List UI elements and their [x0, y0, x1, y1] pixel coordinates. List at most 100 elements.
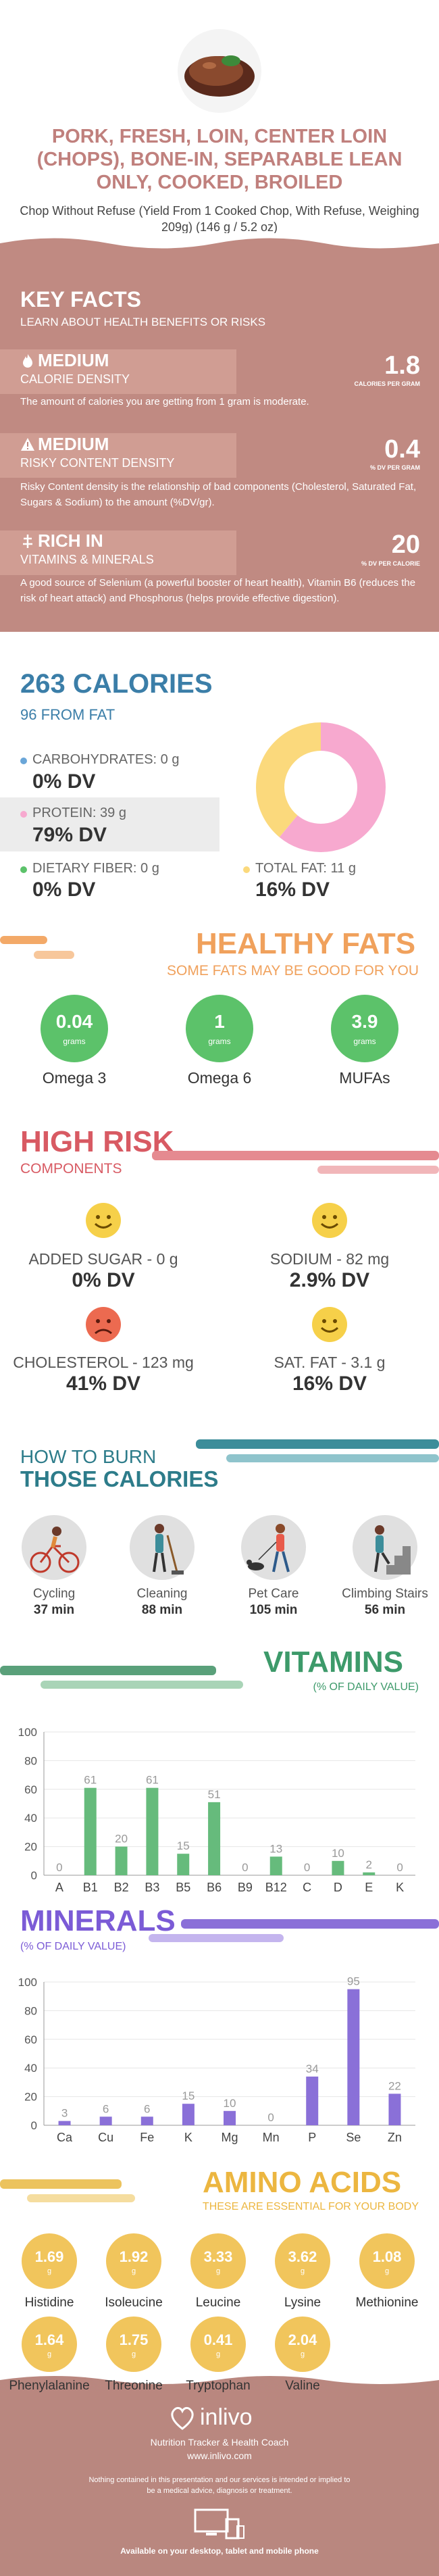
amino-badge-tryptophan: 0.41 g	[190, 2317, 246, 2372]
amino-value: 1.69	[34, 2248, 64, 2265]
header: PORK, FRESH, LOIN, CENTER LOIN (CHOPS), …	[0, 0, 439, 234]
footer-url[interactable]: www.inlivo.com	[187, 2450, 252, 2461]
fat-label: TOTAL FAT: 11 g	[255, 861, 356, 876]
cleaning-minutes: 88 min	[141, 1603, 183, 1617]
x-tick-label: B2	[114, 1881, 129, 1894]
decor-bar	[181, 1919, 439, 1929]
bar-B12	[269, 1856, 282, 1875]
bar-value-label: 2	[366, 1858, 372, 1871]
y-tick-label: 40	[24, 1812, 37, 1825]
cholesterol-dv: 41% DV	[66, 1372, 141, 1395]
protein-dv: 79% DV	[32, 824, 107, 846]
x-tick-label: Mn	[263, 2131, 280, 2144]
high-risk-heading: HIGH RISK	[20, 1125, 174, 1158]
nutrition-icon	[23, 535, 32, 548]
bar-B3	[146, 1787, 159, 1875]
fact-value: 0.4	[384, 435, 420, 464]
amino-label: Threonine	[105, 2379, 163, 2393]
decor-bar	[152, 1151, 439, 1160]
cycling-minutes: 37 min	[33, 1603, 75, 1617]
bar-Ca	[58, 2121, 71, 2125]
y-tick-label: 60	[24, 2033, 37, 2046]
protein-dot	[20, 811, 27, 818]
bar-value-label: 34	[306, 2062, 319, 2075]
x-tick-label: B6	[207, 1881, 222, 1894]
amino-label: Histidine	[24, 2296, 74, 2310]
fact-level: MEDIUM	[38, 434, 109, 454]
heart-logo-icon	[171, 2406, 194, 2430]
bar-B2	[115, 1846, 128, 1875]
decor-bar	[41, 1681, 243, 1689]
decor-bar	[34, 951, 74, 959]
amino-label: Methionine	[355, 2296, 419, 2310]
bar-Zn	[388, 2094, 401, 2125]
cholesterol-label: CHOLESTEROL - 123 mg	[13, 1354, 194, 1371]
protein-highlight	[0, 797, 220, 851]
page-title: PORK, FRESH, LOIN, CENTER LOIN (CHOPS), …	[36, 126, 403, 193]
fact-unit: % DV PER CALORIE	[361, 560, 420, 567]
amino-badge-phenylalanine: 1.64 g	[22, 2317, 77, 2372]
amino-unit: g	[47, 2350, 52, 2358]
wave-divider	[0, 2372, 439, 2384]
bar-value-label: 3	[61, 2107, 68, 2120]
bar-B6	[208, 1802, 221, 1875]
omega6-label: Omega 6	[187, 1069, 252, 1087]
x-tick-label: B9	[238, 1881, 253, 1894]
decor-bar	[0, 936, 47, 944]
bar-B1	[84, 1787, 97, 1875]
amino-badge-histidine: 1.69 g	[22, 2233, 77, 2289]
fiber-label: DIETARY FIBER: 0 g	[32, 861, 159, 876]
x-tick-label: B12	[265, 1881, 287, 1894]
fact-unit: % DV PER GRAM	[369, 464, 420, 471]
food-photo	[178, 29, 261, 113]
bar-value-label: 6	[103, 2102, 109, 2115]
bar-value-label: 0	[304, 1861, 310, 1874]
amino-label: Isoleucine	[105, 2296, 163, 2310]
burn-heading-1: HOW TO BURN	[20, 1446, 157, 1467]
bar-D	[332, 1860, 344, 1875]
fact-name: CALORIE DENSITY	[20, 372, 130, 386]
bar-Se	[347, 1989, 360, 2125]
amino-value: 3.33	[203, 2248, 233, 2265]
x-tick-label: B1	[83, 1881, 98, 1894]
y-tick-label: 80	[24, 2004, 37, 2017]
amino-badge-methionine: 1.08 g	[359, 2233, 415, 2289]
bar-K	[182, 2104, 195, 2125]
happy-face-icon	[86, 1203, 121, 1238]
decor-bar	[149, 1934, 284, 1942]
decor-bar	[317, 1166, 439, 1174]
bar-E	[363, 1872, 376, 1875]
fact-description: Risky Content density is the relationshi…	[20, 481, 417, 508]
x-tick-label: K	[184, 2131, 192, 2144]
fat-dot	[243, 866, 250, 873]
bar-value-label: 22	[388, 2079, 401, 2092]
bar-value-label: 95	[347, 1975, 360, 1988]
amino-value: 3.62	[288, 2248, 317, 2265]
climbing-stairs-minutes: 56 min	[364, 1603, 406, 1617]
fiber-dot	[20, 866, 27, 873]
serving-size: Chop Without Refuse (Yield From 1 Cooked…	[20, 204, 419, 234]
amino-badge-lysine: 3.62 g	[275, 2233, 330, 2289]
y-tick-label: 0	[31, 2119, 37, 2132]
x-tick-label: K	[396, 1881, 404, 1894]
amino-unit: g	[215, 2350, 221, 2358]
carbs-dot	[20, 758, 27, 764]
wave-divider	[0, 233, 439, 249]
bar-value-label: 0	[396, 1861, 403, 1874]
bar-P	[306, 2076, 319, 2125]
y-tick-label: 100	[18, 1976, 37, 1989]
bar-value-label: 10	[224, 2097, 236, 2110]
fat-dv: 16% DV	[255, 878, 330, 901]
calories-heading: 263 CALORIES	[20, 669, 213, 699]
pet-care-icon	[247, 1524, 290, 1572]
x-tick-label: B3	[145, 1881, 159, 1894]
x-tick-label: Mg	[221, 2131, 238, 2144]
amino-unit: g	[131, 2350, 136, 2358]
sodium-label: SODIUM - 82 mg	[269, 1250, 390, 1268]
mufas-badge: 3.9 grams	[331, 995, 398, 1062]
bar-Fe	[140, 2116, 153, 2125]
warning-icon	[21, 438, 34, 451]
protein-label: PROTEIN: 39 g	[32, 806, 126, 820]
amino-value: 1.08	[372, 2248, 402, 2265]
x-tick-label: A	[55, 1881, 63, 1894]
